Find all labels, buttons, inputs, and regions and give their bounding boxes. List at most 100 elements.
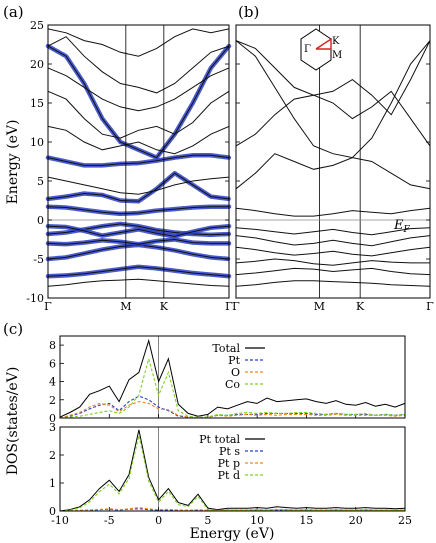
- bands-b: [235, 40, 431, 287]
- plot-frame-b: [235, 24, 431, 299]
- y-tick-label: 2: [49, 449, 56, 462]
- fermi-level-subscript: F: [403, 225, 411, 235]
- k-point-label: Γ: [426, 300, 434, 313]
- y-tick-label: 1: [49, 477, 56, 490]
- dos-series-line: [59, 435, 405, 512]
- y-tick-label: -10: [26, 292, 44, 305]
- band-line: [47, 206, 229, 215]
- band-line: [235, 40, 431, 116]
- panel-label-c: (c): [3, 320, 23, 338]
- panel-label-b: (b): [238, 3, 259, 21]
- fat-band: [45, 170, 232, 204]
- y-tick-label: 6: [49, 357, 56, 370]
- band-line: [235, 246, 431, 257]
- k-point-label: K: [160, 300, 169, 313]
- bz-m-label: M: [332, 50, 342, 61]
- fat-band: [45, 242, 232, 262]
- x-tick-label: 0: [155, 514, 162, 527]
- y-axis-title-a: Energy (eV): [5, 120, 21, 205]
- band-line: [47, 238, 229, 245]
- band-line: [47, 67, 230, 112]
- band-line: [235, 235, 431, 247]
- band-line: [47, 278, 230, 287]
- band-line: [47, 172, 230, 202]
- legend-label: Pt: [228, 354, 240, 367]
- x-tick-label: 25: [398, 514, 412, 527]
- band-line: [235, 280, 431, 287]
- y-tick-label: 8: [49, 339, 56, 352]
- x-tick-label: 5: [204, 514, 211, 527]
- plot-frame-a: [47, 24, 230, 299]
- band-line: [235, 267, 431, 276]
- k-point-label: Γ: [232, 300, 240, 313]
- y-tick-label: 0: [37, 214, 44, 227]
- legend-label: Pt s: [219, 445, 240, 458]
- band-line: [235, 227, 431, 236]
- bands-a: [45, 28, 232, 287]
- y-tick-label: -5: [33, 253, 44, 266]
- plot-frame-c-upper: [59, 335, 406, 419]
- legend-label: O: [231, 366, 240, 379]
- k-point-label: M: [314, 300, 325, 313]
- y-tick-label: 25: [30, 19, 44, 32]
- band-line: [235, 153, 431, 190]
- dos-series-line: [59, 395, 406, 419]
- band-line: [235, 258, 430, 266]
- brillouin-zone-inset: Γ K M: [300, 28, 342, 71]
- band-line: [47, 45, 230, 159]
- y-tick-label: 5: [37, 175, 44, 188]
- band-line: [47, 36, 230, 94]
- k-point-label: Γ: [44, 300, 52, 313]
- k-point-label: K: [356, 300, 365, 313]
- y-tick-label: 4: [49, 376, 56, 389]
- band-line: [47, 154, 230, 166]
- x-tick-label: -5: [104, 514, 115, 527]
- x-tick-label: 20: [349, 514, 363, 527]
- band-line: [47, 225, 230, 237]
- legend-label: Pt p: [218, 457, 240, 470]
- band-line: [47, 266, 230, 277]
- x-tick-label: 10: [250, 514, 264, 527]
- y-tick-label: 10: [30, 136, 44, 149]
- band-line: [235, 40, 431, 159]
- k-point-label: M: [120, 300, 131, 313]
- y-axis-title-c: DOS(states/eV): [5, 367, 21, 476]
- y-tick-label: 0: [49, 505, 56, 518]
- band-line: [235, 90, 431, 147]
- dos-series-line: [59, 401, 406, 419]
- bz-k-label: K: [332, 36, 340, 47]
- band-line: [47, 176, 230, 195]
- dos-series-line: [59, 429, 406, 512]
- plot-frame-c-lower: [59, 426, 406, 512]
- dos-series-line: [59, 338, 406, 418]
- y-tick-label: 20: [30, 58, 44, 71]
- band-line: [47, 90, 230, 139]
- fat-band: [45, 43, 232, 161]
- band-line: [47, 28, 230, 57]
- legend-label: Pt d: [218, 469, 240, 482]
- fermi-level-label: EF: [393, 218, 411, 235]
- band-line: [47, 125, 230, 155]
- x-axis-title-c: Energy (eV): [190, 526, 275, 542]
- k-point-label: Γ: [225, 300, 233, 313]
- legend-label: Co: [225, 378, 240, 391]
- y-tick-label: 3: [49, 421, 56, 434]
- bz-gamma-label: Γ: [304, 44, 311, 55]
- y-tick-label: 2: [49, 394, 56, 407]
- x-tick-label: 15: [299, 514, 313, 527]
- x-tick-label: -10: [51, 514, 69, 527]
- bz-path: [315, 37, 332, 50]
- y-tick-label: 0: [49, 412, 56, 425]
- legend-label: Pt total: [199, 433, 240, 446]
- band-line: [235, 207, 431, 217]
- y-tick-label: 15: [30, 97, 44, 110]
- legend-label: Total: [212, 342, 240, 355]
